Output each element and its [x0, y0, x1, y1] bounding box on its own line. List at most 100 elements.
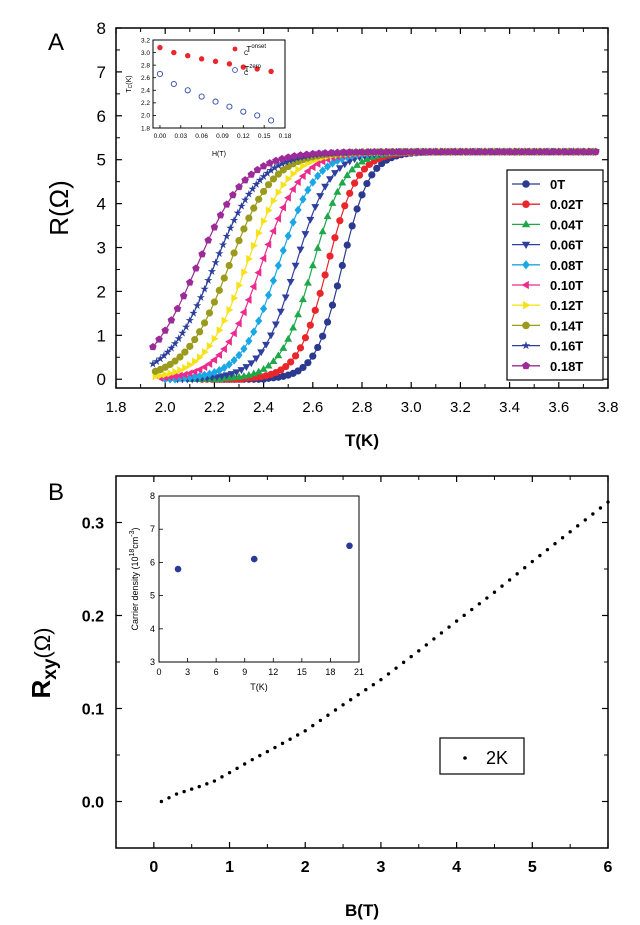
- data-point-0.18T: [155, 335, 163, 343]
- y-tick-label-a: 6: [97, 107, 106, 126]
- x-tick-label-b: 3: [376, 859, 385, 876]
- data-point-0.18T: [161, 326, 169, 334]
- data-point-0.18T: [216, 211, 225, 219]
- data-point-0.18T: [339, 148, 348, 156]
- data-point-0.08T: [323, 162, 332, 171]
- inset-a-x-tick-label: 0.15: [258, 133, 271, 140]
- data-point-0.06T: [217, 373, 226, 381]
- panel-b-ticks: 0 1 2 3 4 5 60.00.10.20.3: [82, 475, 613, 876]
- data-point-0.18T: [524, 147, 532, 156]
- data-point-0.06T: [340, 161, 349, 169]
- x-tick-label-a: 2.0: [155, 399, 176, 416]
- data-point-0.08T: [333, 156, 341, 166]
- data-point-0.10T: [180, 370, 188, 379]
- inset-a-y-tick-label: 2.2: [141, 100, 150, 107]
- data-point-0.06T: [296, 246, 305, 254]
- x-tick-label-a: 2.8: [352, 399, 373, 416]
- data-point-0.02T: [282, 362, 290, 371]
- data-point-0.06T: [222, 372, 231, 380]
- data-point-0.18T: [235, 182, 243, 191]
- data-point-0.18T: [468, 147, 477, 156]
- x-tick-label-a: 3.6: [548, 399, 569, 416]
- legend-marker-0.18T: [522, 361, 530, 370]
- x-tick-label-b: 5: [528, 859, 537, 876]
- data-point-0.08T: [240, 344, 248, 354]
- data-point-0.16T: [270, 163, 279, 172]
- data-point-0.06T: [291, 262, 300, 270]
- data-point-0.18T: [388, 147, 397, 156]
- data-point-0.16T: [178, 328, 187, 337]
- data-point-0.18T: [333, 148, 342, 156]
- data-point-0.18T: [296, 151, 305, 159]
- data-point-0.06T: [267, 332, 275, 340]
- data-point-0.04T: [269, 357, 278, 365]
- data-point-0.16T: [182, 322, 191, 331]
- data-point-0.18T: [548, 147, 557, 156]
- legend-marker-0.16T: [521, 341, 531, 350]
- y-tick-label-b: 0.2: [82, 609, 104, 626]
- data-point-0.02T: [316, 289, 324, 297]
- data-point-0.10T: [215, 350, 223, 359]
- data-point-0.14T: [240, 225, 248, 233]
- data-point-0.02T: [301, 334, 310, 342]
- data-point-0.16T: [170, 339, 180, 348]
- data-point-0.08T: [309, 177, 317, 187]
- inset-a-zero-point: [198, 93, 205, 100]
- rxy-data-point: [273, 745, 277, 750]
- inset-a-zero-point: [240, 108, 247, 115]
- data-point-0.10T: [234, 319, 242, 328]
- data-point-0.16T: [185, 316, 194, 324]
- data-point-0.18T: [284, 153, 292, 161]
- data-point-0.18T: [456, 147, 465, 156]
- x-tick-label-a: 1.8: [106, 399, 127, 416]
- data-point-0.14T: [200, 319, 209, 327]
- data-point-0.18T: [438, 147, 446, 156]
- panel-a-curves: [148, 147, 600, 384]
- data-point-0.18T: [302, 150, 311, 158]
- rxy-data-point: [333, 708, 338, 712]
- data-point-0.18T: [315, 149, 323, 157]
- legend-label-0.12T: 0.12T: [550, 298, 583, 313]
- rxy-data-point: [182, 789, 186, 794]
- data-point-0.16T: [207, 267, 217, 275]
- legend-label-0.02T: 0.02T: [550, 197, 583, 212]
- panel-a-label: A: [48, 29, 64, 56]
- inset-b-data-point: [250, 555, 258, 563]
- x-tick-label-a: 2.6: [302, 399, 323, 416]
- data-point-0T: [353, 205, 361, 213]
- data-point-0.06T: [281, 294, 290, 302]
- inset-b-x-tick-label: 0: [156, 667, 161, 677]
- data-point-0.18T: [407, 147, 415, 156]
- inset-a-legend-onset: Tonset C: [244, 44, 266, 57]
- data-point-0.10T: [185, 369, 193, 378]
- data-point-0.18T: [265, 159, 274, 167]
- inset-a-onset-point: [254, 66, 260, 72]
- panel-a-inset-ylabel: TC(K): [126, 75, 134, 92]
- y-tick-label-a: 3: [97, 239, 106, 258]
- inset-b-y-tick-label: 5: [150, 591, 155, 601]
- rxy-data-point: [424, 643, 429, 647]
- data-point-0.08T: [284, 231, 292, 241]
- data-point-0.02T: [311, 306, 319, 314]
- data-point-0T: [309, 352, 317, 360]
- inset-a-onset-point: [198, 56, 205, 62]
- rxy-data-point: [303, 729, 307, 733]
- data-point-0.16T: [215, 249, 224, 258]
- data-point-0.12T: [162, 370, 170, 379]
- data-point-0.18T: [370, 148, 379, 156]
- data-point-0.08T: [289, 217, 297, 227]
- data-point-0.18T: [450, 147, 459, 156]
- data-point-0.18T: [432, 147, 440, 156]
- inset-a-onset-point: [157, 44, 163, 51]
- panel-a: A 1.8 2.0 2.2 2.4 2.6 2.8 3.0 3.2 3.4 3.6 3.8 0 1 2 3 4…: [44, 19, 618, 450]
- rxy-data-point: [568, 530, 572, 534]
- rxy-data-point: [439, 631, 444, 635]
- rxy-data-point: [545, 547, 550, 552]
- y-tick-label-b: 0.3: [82, 516, 104, 533]
- data-point-0.14T: [215, 286, 223, 294]
- y-tick-label-a: 7: [97, 63, 106, 82]
- data-point-0.18T: [499, 147, 508, 156]
- data-point-0.14T: [171, 357, 179, 365]
- y-tick-label-b: 0.1: [82, 702, 104, 719]
